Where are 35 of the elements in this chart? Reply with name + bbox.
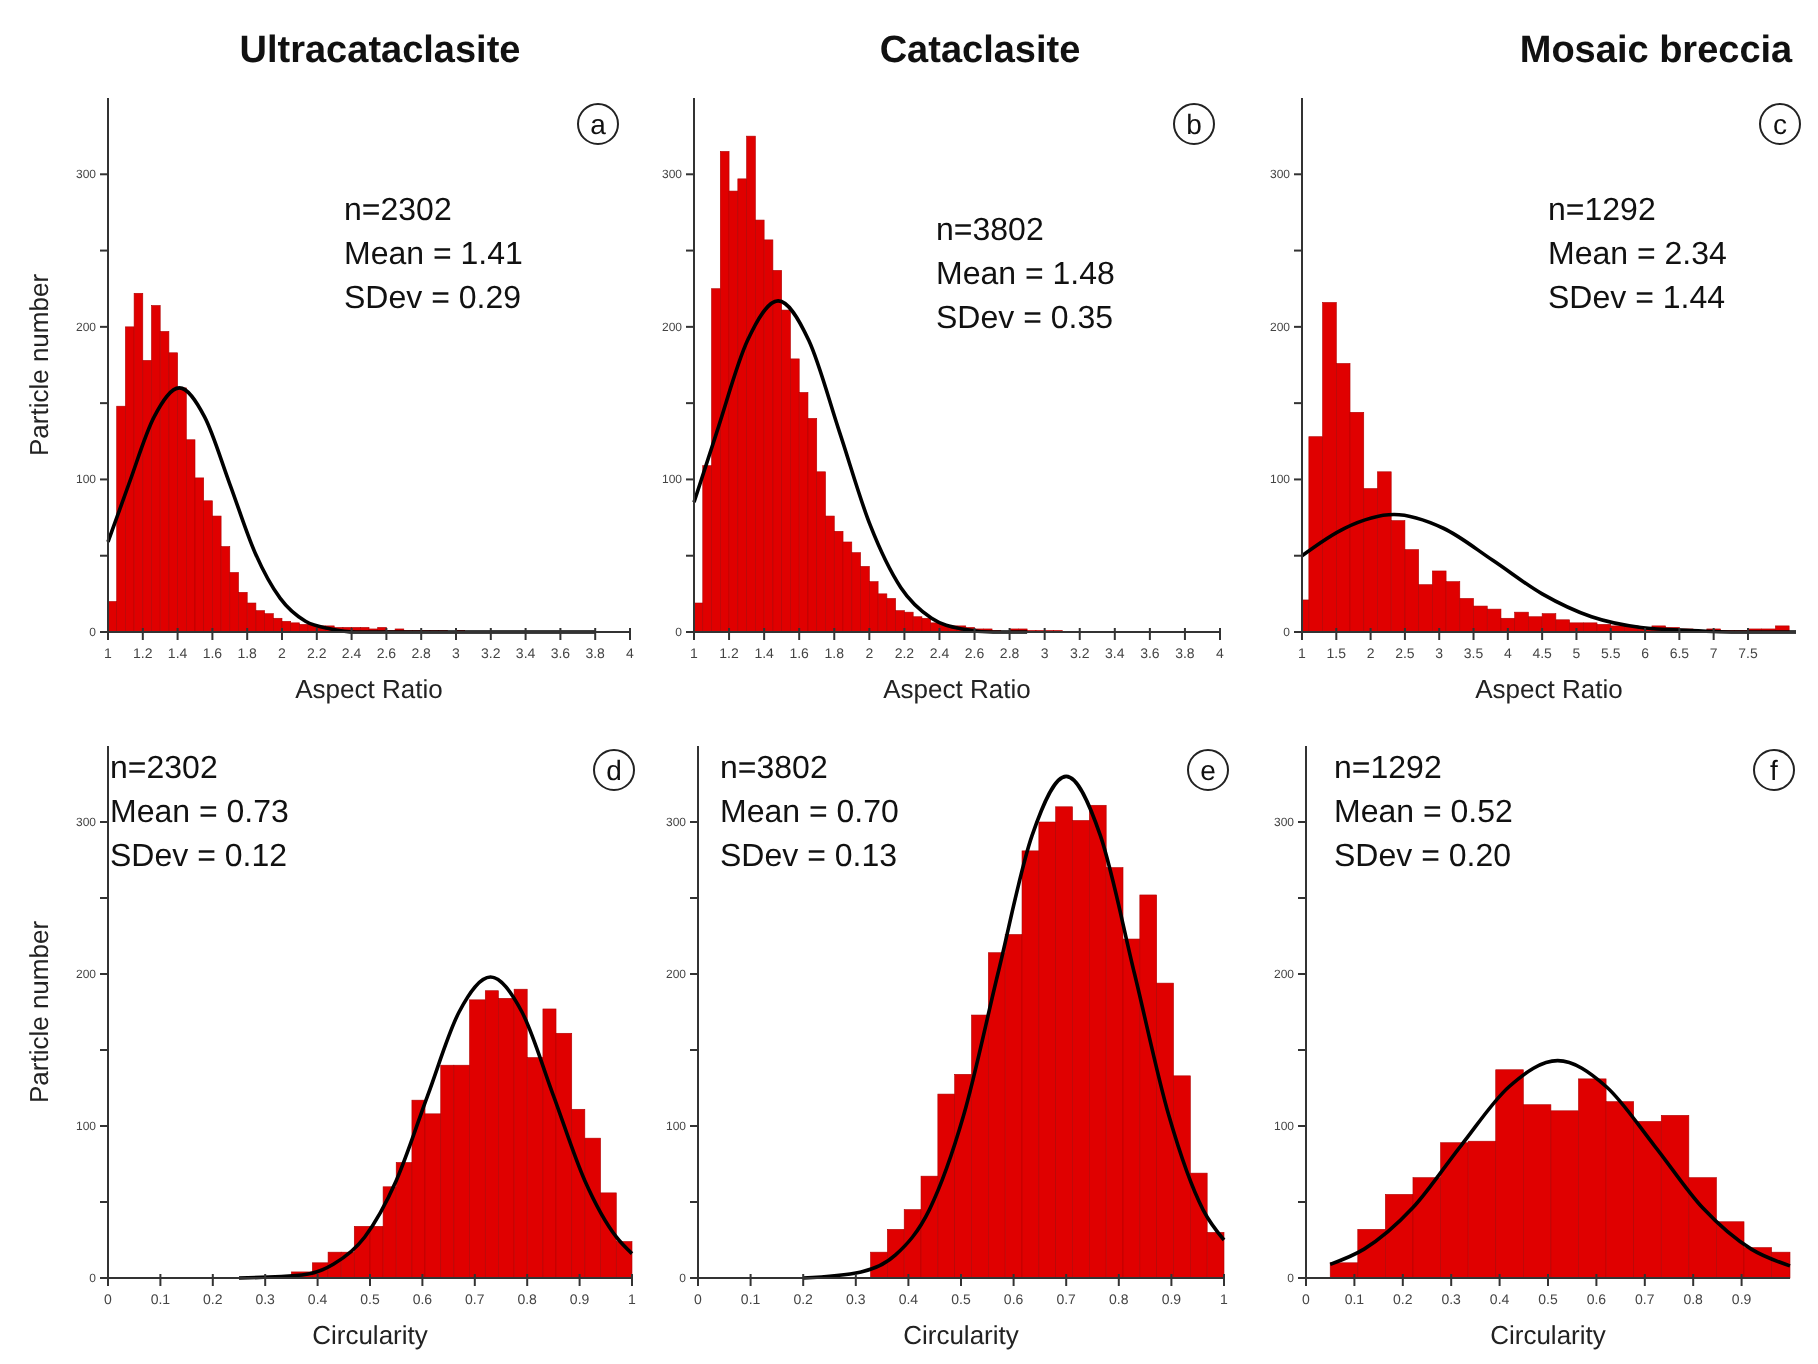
x-axis-title: Circularity bbox=[903, 1320, 1020, 1350]
x-axis-title: Circularity bbox=[1490, 1320, 1607, 1350]
annotation: SDev = 0.29 bbox=[344, 282, 522, 316]
annotation: b bbox=[1186, 107, 1203, 140]
x-axis-title: Circularity bbox=[312, 1320, 429, 1350]
annotation: SDev = 0.13 bbox=[720, 840, 898, 874]
annotation: n=1292 bbox=[1548, 194, 1656, 228]
annotation: Mean = 1.48 bbox=[936, 258, 1115, 292]
annotation: d bbox=[606, 753, 622, 786]
x-axis-title: Aspect Ratio bbox=[295, 674, 443, 704]
annotation: SDev = 0.35 bbox=[936, 302, 1114, 336]
chart-title: Ultracataclasite bbox=[239, 30, 521, 72]
y-axis-title: Particle number bbox=[24, 919, 54, 1104]
annotation: c bbox=[1773, 107, 1787, 140]
x-axis-title: Aspect Ratio bbox=[1475, 674, 1623, 704]
annotation: SDev = 0.20 bbox=[1334, 840, 1512, 874]
annotation: f bbox=[1770, 753, 1779, 786]
annotation: n=3802 bbox=[936, 214, 1044, 248]
annotation: Mean = 0.73 bbox=[110, 796, 289, 830]
annotation: Mean = 0.52 bbox=[1334, 796, 1513, 830]
annotation: Mean = 2.34 bbox=[1548, 238, 1727, 272]
annotation: n=2302 bbox=[344, 194, 452, 228]
annotation: Mean = 0.70 bbox=[720, 796, 899, 830]
y-axis-title: Particle number bbox=[24, 272, 54, 457]
annotation: Mean = 1.41 bbox=[344, 238, 523, 272]
x-axis-title: Aspect Ratio bbox=[883, 674, 1031, 704]
annotation: a bbox=[590, 107, 607, 140]
annotation: n=2302 bbox=[110, 752, 218, 786]
chart-title: Cataclasite bbox=[879, 30, 1081, 72]
annotation: n=1292 bbox=[1334, 752, 1442, 786]
annotation: e bbox=[1200, 753, 1217, 786]
annotation: SDev = 1.44 bbox=[1548, 282, 1726, 316]
annotation: n=3802 bbox=[720, 752, 828, 786]
chart-title: Mosaic breccia bbox=[1519, 30, 1794, 72]
annotation: SDev = 0.12 bbox=[110, 840, 288, 874]
